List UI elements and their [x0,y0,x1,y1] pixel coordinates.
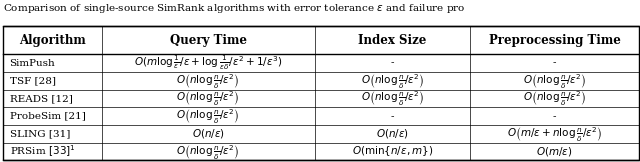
Text: SLING [31]: SLING [31] [10,129,70,138]
Text: $O\left(n\log\frac{n}{\delta}/\epsilon^2\right)$: $O\left(n\log\frac{n}{\delta}/\epsilon^2… [177,143,240,161]
Text: -: - [390,59,394,68]
Text: $O\left(n\log\frac{n}{\delta}/\epsilon^2\right)$: $O\left(n\log\frac{n}{\delta}/\epsilon^2… [361,89,424,107]
Text: Query Time: Query Time [170,34,246,47]
Text: Index Size: Index Size [358,34,427,47]
Text: $O\left(m/\epsilon+n\log\frac{n}{\delta}/\epsilon^2\right)$: $O\left(m/\epsilon+n\log\frac{n}{\delta}… [507,125,602,143]
Text: $O(n/\epsilon)$: $O(n/\epsilon)$ [191,127,225,140]
Text: $O(m/\epsilon)$: $O(m/\epsilon)$ [536,145,573,158]
Bar [3,26,639,160]
Text: -: - [553,59,556,68]
Text: -: - [390,112,394,121]
Text: $O(n/\epsilon)$: $O(n/\epsilon)$ [376,127,409,140]
Text: READS [12]: READS [12] [10,94,72,103]
Text: $O\left(n\log\frac{n}{\delta}/\epsilon^2\right)$: $O\left(n\log\frac{n}{\delta}/\epsilon^2… [523,89,586,107]
Text: $O\left(n\log\frac{n}{\delta}/\epsilon^2\right)$: $O\left(n\log\frac{n}{\delta}/\epsilon^2… [361,72,424,90]
Text: Comparison of single-source SimRank algorithms with error tolerance $\epsilon$ a: Comparison of single-source SimRank algo… [3,2,466,15]
Text: ProbeSim [21]: ProbeSim [21] [10,112,86,121]
Text: SimPush: SimPush [10,59,55,68]
Text: Preprocessing Time: Preprocessing Time [488,34,620,47]
Text: $O(m\log\frac{1}{\epsilon}/\epsilon+\log\frac{1}{\epsilon\delta}/\epsilon^2+1/\e: $O(m\log\frac{1}{\epsilon}/\epsilon+\log… [134,54,282,72]
Text: $O\left(n\log\frac{n}{\delta}/\epsilon^2\right)$: $O\left(n\log\frac{n}{\delta}/\epsilon^2… [177,72,240,90]
Text: $O(\min\{n/\epsilon,m\})$: $O(\min\{n/\epsilon,m\})$ [352,145,433,158]
Text: TSF [28]: TSF [28] [10,76,56,85]
Text: $O\left(n\log\frac{n}{\delta}/\epsilon^2\right)$: $O\left(n\log\frac{n}{\delta}/\epsilon^2… [177,107,240,125]
Text: $O\left(n\log\frac{n}{\delta}/\epsilon^2\right)$: $O\left(n\log\frac{n}{\delta}/\epsilon^2… [177,89,240,107]
Text: -: - [553,112,556,121]
Text: Algorithm: Algorithm [19,34,86,47]
Text: $O\left(n\log\frac{n}{\delta}/\epsilon^2\right)$: $O\left(n\log\frac{n}{\delta}/\epsilon^2… [523,72,586,90]
Text: PRSim $[33]^1$: PRSim $[33]^1$ [10,144,76,159]
